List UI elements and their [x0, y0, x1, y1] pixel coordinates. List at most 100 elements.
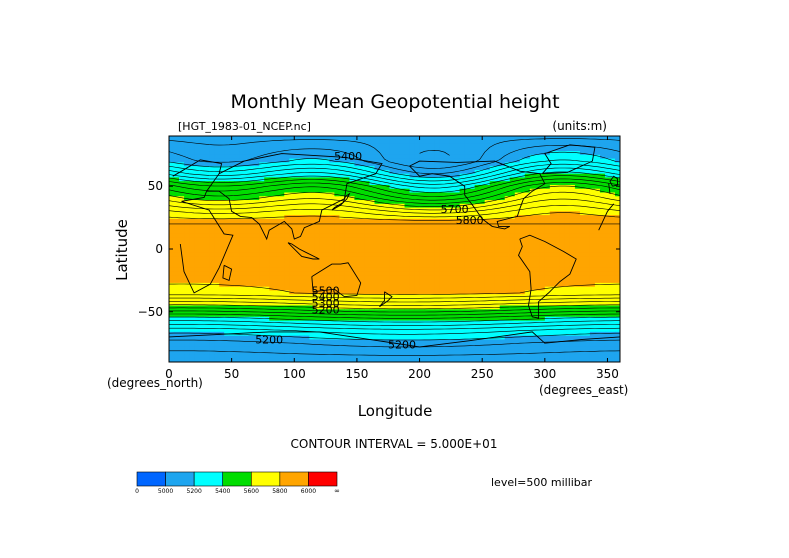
field-cell: [604, 316, 611, 322]
field-cell: [599, 162, 606, 167]
field-cell: [384, 237, 391, 243]
field-cell: [374, 151, 381, 156]
field-cell: [479, 177, 486, 182]
field-cell: [299, 290, 305, 295]
field-cell: [559, 188, 566, 194]
field-cell: [249, 252, 255, 258]
field-cell: [564, 267, 571, 273]
field-cell: [539, 154, 546, 160]
field-cell: [214, 305, 220, 310]
field-cell: [214, 154, 220, 160]
field-cell: [329, 169, 335, 175]
field-cell: [449, 313, 456, 318]
field-cell: [464, 328, 471, 333]
field-cell: [364, 290, 371, 295]
field-cell: [554, 143, 561, 148]
field-cell: [569, 256, 576, 261]
field-cell: [504, 275, 511, 280]
field-cell: [294, 331, 300, 337]
field-cell: [279, 169, 285, 175]
field-cell: [274, 264, 280, 269]
field-cell: [579, 233, 586, 239]
field-cell: [459, 218, 466, 224]
field-cell: [314, 309, 320, 314]
field-cell: [594, 316, 601, 322]
field-cell: [209, 166, 215, 171]
field-cell: [199, 233, 205, 239]
field-cell: [504, 177, 511, 182]
field-cell: [284, 237, 290, 243]
field-cell: [179, 154, 185, 160]
field-cell: [309, 184, 315, 190]
field-cell: [384, 196, 391, 201]
field-cell: [484, 233, 491, 239]
field-cell: [379, 237, 386, 243]
field-cell: [404, 166, 411, 171]
field-cell: [194, 290, 200, 295]
field-cell: [504, 309, 511, 314]
field-cell: [239, 184, 245, 190]
field-cell: [514, 143, 521, 148]
field-cell: [599, 279, 606, 284]
field-cell: [424, 169, 431, 175]
field-cell: [529, 297, 536, 303]
field-cell: [459, 151, 466, 156]
field-cell: [314, 294, 320, 299]
field-cell: [229, 184, 235, 190]
field-cell: [614, 275, 620, 280]
field-cell: [204, 147, 210, 152]
field-cell: [399, 226, 406, 231]
field-cell: [239, 233, 245, 239]
field-cell: [374, 252, 381, 258]
field-cell: [569, 267, 576, 273]
field-cell: [199, 275, 205, 280]
field-cell: [594, 188, 601, 194]
field-cell: [299, 260, 305, 265]
field-cell: [434, 151, 441, 156]
field-cell: [374, 177, 381, 182]
field-cell: [599, 324, 606, 329]
field-cell: [384, 297, 391, 303]
field-cell: [454, 320, 461, 325]
field-cell: [604, 320, 611, 325]
field-cell: [414, 301, 421, 307]
field-cell: [179, 200, 185, 205]
field-cell: [269, 151, 275, 156]
field-cell: [189, 203, 195, 209]
field-cell: [269, 233, 275, 239]
field-cell: [419, 143, 426, 148]
field-cell: [304, 181, 310, 186]
field-cell: [384, 233, 391, 239]
field-cell: [169, 286, 175, 292]
field-cell: [449, 192, 456, 197]
field-cell: [614, 139, 620, 145]
field-cell: [209, 136, 215, 141]
field-cell: [464, 215, 471, 220]
field-cell: [274, 218, 280, 224]
field-cell: [244, 309, 250, 314]
field-cell: [404, 211, 411, 216]
field-cell: [309, 237, 315, 243]
field-cell: [469, 294, 476, 299]
field-cell: [504, 230, 511, 235]
field-cell: [269, 211, 275, 216]
field-cell: [594, 252, 601, 258]
field-cell: [279, 279, 285, 284]
field-cell: [404, 271, 411, 276]
field-cell: [369, 166, 376, 171]
field-cell: [224, 267, 230, 273]
field-cell: [529, 181, 536, 186]
field-cell: [369, 249, 376, 254]
field-cell: [364, 275, 371, 280]
field-cell: [334, 286, 340, 292]
field-cell: [354, 286, 361, 292]
field-cell: [329, 335, 335, 340]
field-cell: [244, 297, 250, 303]
field-cell: [579, 154, 586, 160]
field-cell: [329, 143, 335, 148]
field-cell: [234, 139, 240, 145]
field-cell: [524, 301, 531, 307]
field-cell: [339, 301, 345, 307]
field-cell: [189, 136, 195, 141]
